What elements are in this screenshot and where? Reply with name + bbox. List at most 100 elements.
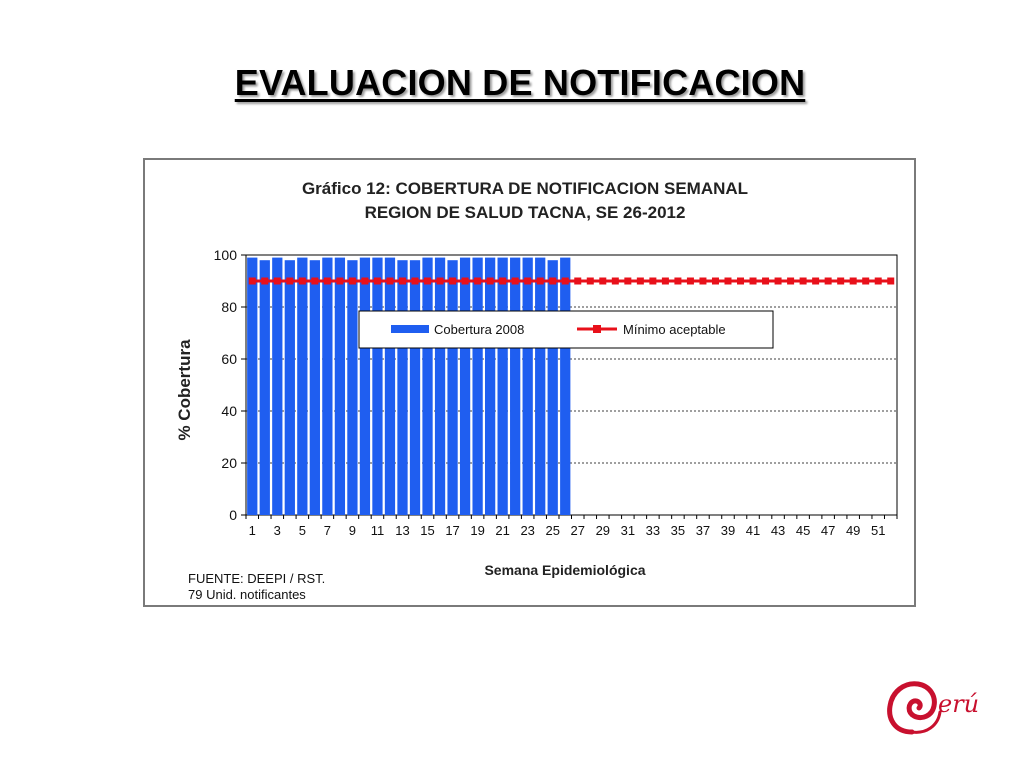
- line-marker: [724, 277, 732, 285]
- bar: [272, 257, 283, 515]
- chart-subtitle: REGION DE SALUD TACNA, SE 26-2012: [365, 203, 686, 222]
- y-tick-label: 100: [214, 247, 238, 263]
- line-marker: [348, 277, 356, 285]
- bar: [522, 257, 533, 515]
- marca-peru-spiral-icon: [887, 681, 942, 735]
- x-tick-label: 49: [846, 523, 860, 538]
- line-marker: [762, 277, 770, 285]
- y-tick-label: 80: [221, 299, 237, 315]
- x-tick-label: 11: [371, 523, 385, 538]
- x-tick-label: 13: [395, 523, 409, 538]
- legend-label-bar: Cobertura 2008: [434, 322, 524, 337]
- line-marker: [874, 277, 882, 285]
- bar: [372, 257, 383, 515]
- line-marker: [386, 277, 394, 285]
- line-marker: [586, 277, 594, 285]
- bar: [359, 257, 371, 515]
- line-marker: [323, 277, 331, 285]
- line-marker: [261, 277, 269, 285]
- x-tick-label: 29: [596, 523, 610, 538]
- bar: [434, 257, 446, 515]
- x-tick-label: 47: [821, 523, 835, 538]
- x-tick-label: 35: [671, 523, 685, 538]
- bar: [409, 260, 421, 515]
- line-marker: [599, 277, 607, 285]
- bar: [297, 257, 308, 515]
- x-tick-label: 43: [771, 523, 785, 538]
- line-marker: [611, 277, 619, 285]
- line-marker: [524, 277, 532, 285]
- bar-series: [247, 257, 571, 515]
- bar: [422, 257, 433, 515]
- x-tick-label: 45: [796, 523, 810, 538]
- line-marker: [474, 277, 482, 285]
- line-marker: [398, 277, 406, 285]
- line-marker: [248, 277, 256, 285]
- bar: [384, 257, 396, 515]
- x-tick-label: 33: [646, 523, 660, 538]
- bar: [334, 257, 346, 515]
- line-marker: [549, 277, 557, 285]
- x-tick-label: 31: [621, 523, 635, 538]
- bar: [247, 257, 258, 515]
- line-marker: [787, 277, 795, 285]
- line-marker: [686, 277, 694, 285]
- line-marker: [411, 277, 419, 285]
- x-tick-label: 9: [349, 523, 356, 538]
- chart-title: Gráfico 12: COBERTURA DE NOTIFICACION SE…: [302, 179, 748, 198]
- line-marker: [824, 277, 832, 285]
- line-marker: [636, 277, 644, 285]
- line-marker: [674, 277, 682, 285]
- x-tick-label: 51: [871, 523, 885, 538]
- line-marker: [812, 277, 820, 285]
- x-tick-label: 25: [545, 523, 559, 538]
- footnote-units: 79 Unid. notificantes: [188, 587, 306, 602]
- line-marker: [649, 277, 657, 285]
- legend: Cobertura 2008 Mínimo aceptable: [358, 310, 774, 349]
- line-series: [248, 277, 895, 285]
- line-marker: [661, 277, 669, 285]
- y-tick-label: 20: [221, 455, 237, 471]
- line-marker: [373, 277, 381, 285]
- bar: [510, 257, 521, 515]
- line-marker: [749, 277, 757, 285]
- bar: [547, 260, 558, 515]
- x-tick-label: 37: [696, 523, 710, 538]
- x-tick-label: 21: [495, 523, 509, 538]
- line-marker: [574, 277, 582, 285]
- x-tick-label: 5: [299, 523, 306, 538]
- line-marker: [449, 277, 457, 285]
- bar: [497, 257, 508, 515]
- line-marker: [624, 277, 632, 285]
- line-marker: [461, 277, 469, 285]
- line-marker: [361, 277, 369, 285]
- bar: [447, 260, 458, 515]
- bar: [535, 257, 546, 515]
- line-marker: [837, 277, 845, 285]
- y-axis-ticks: 0 20 40 60 80 100: [214, 247, 246, 523]
- x-axis-ticks: 1 3 5 7 9 11 13 15 17 19 21 23 25 27 29 31 33 35 37 39 41 43 4…: [245, 515, 898, 538]
- x-tick-label: 1: [249, 523, 256, 538]
- chart: Gráfico 12: COBERTURA DE NOTIFICACION SE…: [175, 179, 898, 602]
- y-tick-label: 40: [221, 403, 237, 419]
- bar: [259, 260, 270, 515]
- bar: [472, 257, 483, 515]
- chart-frame: Gráfico 12: COBERTURA DE NOTIFICACION SE…: [143, 158, 916, 607]
- slide-title: EVALUACION DE NOTIFICACION: [234, 62, 806, 103]
- x-tick-label: 41: [746, 523, 760, 538]
- bar: [322, 257, 333, 515]
- line-marker: [511, 277, 519, 285]
- line-marker: [711, 277, 719, 285]
- y-tick-label: 0: [229, 507, 237, 523]
- x-tick-label: 15: [420, 523, 434, 538]
- x-axis-label: Semana Epidemiológica: [484, 562, 645, 578]
- line-marker: [273, 277, 281, 285]
- x-tick-label: 23: [520, 523, 534, 538]
- line-marker: [336, 277, 344, 285]
- line-marker: [536, 277, 544, 285]
- line-marker: [436, 277, 444, 285]
- logo-wordmark: erú: [938, 690, 979, 718]
- line-marker: [799, 277, 807, 285]
- line-marker: [862, 277, 870, 285]
- x-tick-label: 39: [721, 523, 735, 538]
